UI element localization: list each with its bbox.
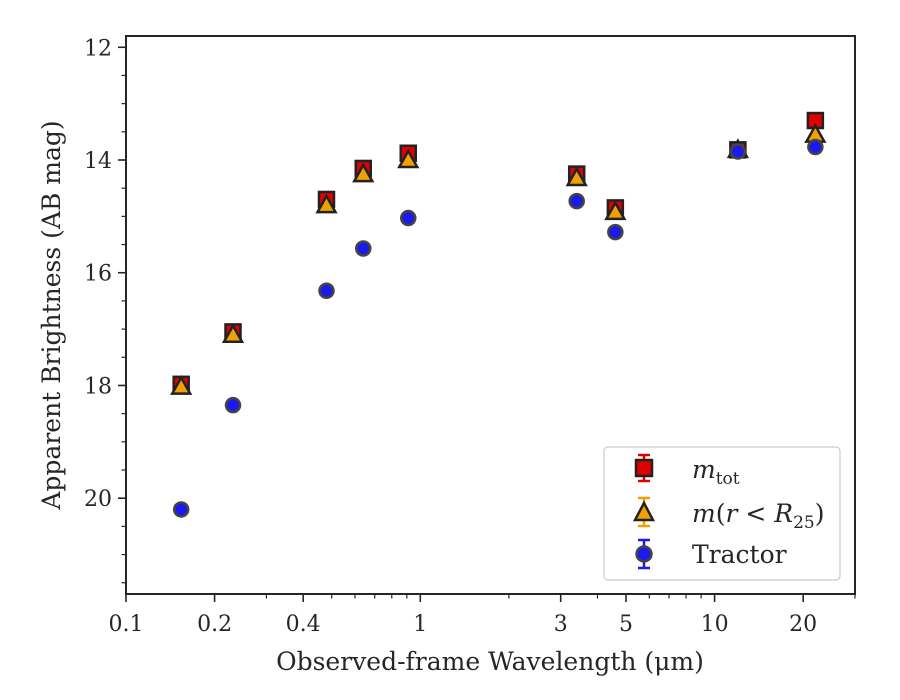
y-tick-label: 16: [84, 262, 112, 287]
data-point-triangle: [315, 193, 338, 214]
axis-ticks: 0.1 0.2 0.4 1 3 5 10 20 12 14 16 18 20: [84, 36, 856, 637]
y-tick-label: 12: [84, 36, 112, 61]
data-point-triangle: [221, 323, 245, 343]
y-tick-label: 18: [84, 374, 112, 399]
data-point-triangle: [352, 162, 375, 183]
x-tick-label: 0.4: [286, 612, 321, 637]
x-tick-label: 5: [619, 612, 633, 637]
data-marks: [170, 111, 827, 518]
x-tick-label: 1: [413, 612, 427, 637]
legend-label-mtot: mtot: [692, 455, 740, 489]
data-point-triangle: [170, 375, 193, 395]
y-tick-label: 20: [84, 487, 112, 512]
legend-box: [603, 446, 841, 581]
data-point-circle: [224, 396, 242, 414]
data-point-circle: [172, 501, 190, 518]
data-point-circle: [729, 143, 747, 160]
x-axis-label: Observed-frame Wavelength (μm): [276, 647, 704, 676]
series-circle: [172, 138, 824, 518]
legend-item-m-r-r25: m(r < R25): [632, 496, 825, 533]
data-point-triangle: [565, 166, 588, 187]
series-triangle: [170, 123, 827, 395]
data-point-circle: [318, 282, 335, 300]
x-tick-label: 3: [554, 612, 568, 637]
data-point-triangle: [397, 148, 420, 169]
data-point-circle: [568, 192, 585, 210]
legend: mtot m(r < R25) Tractor: [603, 446, 841, 581]
y-tick-label: 14: [84, 149, 112, 174]
x-tick-label: 0.1: [109, 612, 144, 637]
data-point-triangle: [604, 200, 627, 221]
plot-frame: [125, 35, 856, 595]
data-point-circle: [399, 209, 417, 227]
legend-label-m-r-r25: m(r < R25): [692, 499, 825, 533]
data-point-circle: [355, 240, 372, 257]
y-axis-label: Apparent Brightness (AB mag): [37, 120, 66, 510]
x-tick-label: 0.2: [197, 612, 232, 637]
x-tick-label: 20: [789, 612, 817, 637]
data-point-circle: [607, 223, 624, 241]
series-square: [172, 111, 825, 394]
legend-item-mtot: mtot: [634, 453, 740, 489]
x-tick-label: 10: [701, 612, 729, 637]
data-point-circle: [807, 138, 824, 156]
legend-label-tractor: Tractor: [692, 540, 787, 569]
legend-item-tractor: Tractor: [635, 538, 787, 570]
